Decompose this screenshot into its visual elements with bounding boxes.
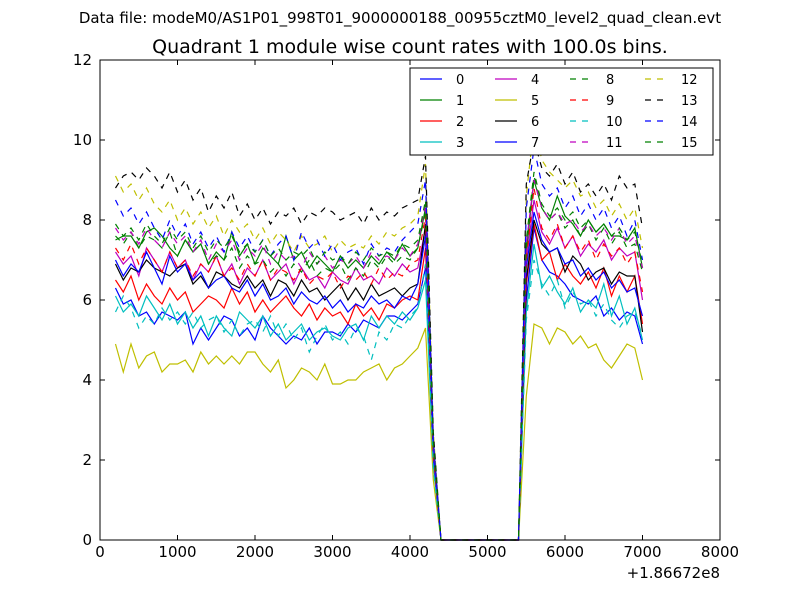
x-tick-label: 6000: [546, 543, 584, 561]
legend-label-14: 14: [681, 115, 698, 130]
y-tick-label: 12: [73, 51, 92, 69]
series-line-2: [114, 223, 644, 541]
legend-label-5: 5: [531, 94, 539, 109]
legend-label-9: 9: [606, 94, 614, 109]
series-line-4: [114, 199, 644, 541]
series-line-13: [114, 139, 644, 541]
x-tick-label: 0: [95, 543, 105, 561]
y-tick-label: 4: [82, 371, 92, 389]
legend-label-0: 0: [456, 73, 464, 88]
legend-label-4: 4: [531, 73, 539, 88]
legend-label-6: 6: [531, 115, 539, 130]
legend-label-12: 12: [681, 73, 698, 88]
legend-label-1: 1: [456, 94, 464, 109]
legend-label-3: 3: [456, 136, 464, 151]
figure-supertitle: Data file: modeM0/AS1P01_998T01_90000001…: [78, 9, 722, 27]
x-tick-label: 2000: [236, 543, 274, 561]
legend-label-10: 10: [606, 115, 623, 130]
series-line-15: [114, 171, 644, 541]
series-line-12: [114, 123, 644, 541]
series-line-11: [114, 179, 644, 541]
series-layer: [114, 123, 644, 541]
x-axis-offset-label: +1.86672e8: [627, 564, 720, 582]
legend-label-13: 13: [681, 94, 698, 109]
legend-label-2: 2: [456, 115, 464, 130]
series-line-9: [114, 187, 644, 541]
y-tick-label: 8: [82, 211, 92, 229]
y-tick-label: 10: [73, 131, 92, 149]
series-line-7: [114, 211, 644, 541]
legend-label-7: 7: [531, 136, 539, 151]
legend-label-8: 8: [606, 73, 614, 88]
x-tick-label: 5000: [468, 543, 506, 561]
x-tick-label: 7000: [623, 543, 661, 561]
series-line-10: [114, 259, 644, 541]
x-tick-label: 1000: [158, 543, 196, 561]
axis-layer: 0 1000 2000 3000 4000 5000 6000 7000 80000246810…: [73, 51, 739, 561]
y-tick-label: 6: [82, 291, 92, 309]
x-tick-label: 3000: [313, 543, 351, 561]
legend-frame: [409, 67, 714, 156]
x-tick-label: 8000: [701, 543, 739, 561]
y-tick-label: 2: [82, 451, 92, 469]
series-line-5: [114, 323, 644, 541]
x-tick-label: 4000: [391, 543, 429, 561]
legend-label-11: 11: [606, 136, 623, 151]
y-tick-label: 0: [82, 531, 92, 549]
legend-label-15: 15: [681, 136, 698, 151]
chart-title: Quadrant 1 module wise count rates with …: [152, 36, 668, 58]
